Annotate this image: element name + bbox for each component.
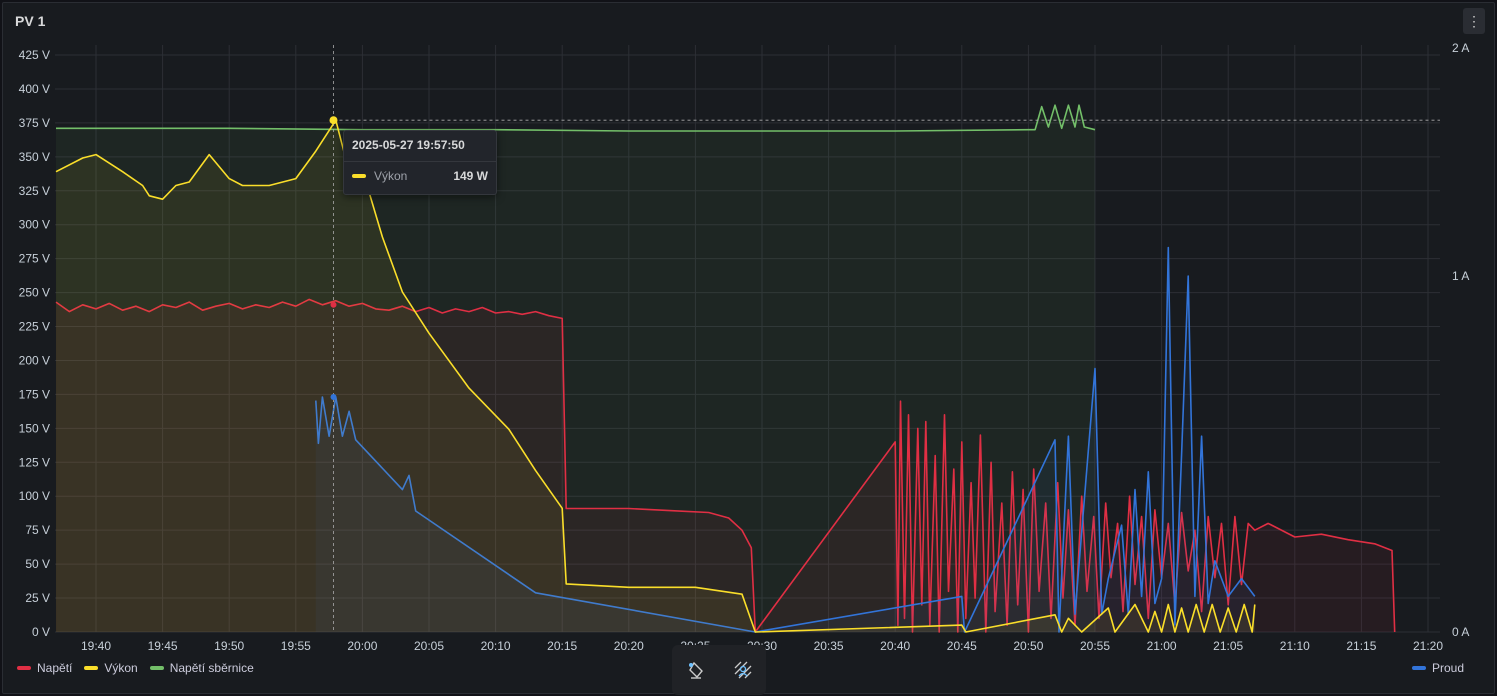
x-tick-label: 20:15 — [547, 639, 577, 653]
y-left-tick-label: 250 V — [19, 286, 50, 300]
y-left-tick-label: 425 V — [19, 48, 50, 62]
y-left-tick-label: 200 V — [19, 353, 50, 367]
x-tick-label: 20:05 — [414, 639, 444, 653]
y-left-tick-label: 50 V — [25, 557, 50, 571]
series-line-proud — [315, 246, 1256, 633]
y-right-tick-label: 2 A — [1452, 41, 1469, 55]
y-left-tick-label: 0 V — [32, 625, 50, 639]
y-left-tick-label: 150 V — [19, 421, 50, 435]
y-left-tick-label: 25 V — [25, 591, 50, 605]
y-left-tick-label: 350 V — [19, 150, 50, 164]
y-left-tick-label: 325 V — [19, 184, 50, 198]
x-tick-label: 19:40 — [81, 639, 111, 653]
x-tick-label: 20:45 — [947, 639, 977, 653]
x-tick-label: 21:00 — [1147, 639, 1177, 653]
x-tick-label: 21:15 — [1346, 639, 1376, 653]
x-tick-label: 20:20 — [614, 639, 644, 653]
y-left-tick-label: 225 V — [19, 320, 50, 334]
legend-swatch-napeti-sbernice — [149, 666, 164, 670]
hover-point-proud — [330, 394, 337, 401]
tooltip-series: Výkon — [374, 169, 408, 183]
legend-item-proud[interactable]: Proud — [1432, 661, 1465, 675]
y-left-tick-label: 75 V — [25, 523, 50, 537]
y-left-tick-label: 100 V — [19, 489, 50, 503]
y-right-tick-label: 0 A — [1452, 625, 1469, 639]
legend-right: Proud — [1412, 661, 1464, 675]
tooltip-time: 2025-05-27 19:57:50 — [352, 138, 465, 152]
select-zoom-icon[interactable] — [681, 655, 711, 685]
x-tick-label: 21:20 — [1413, 639, 1443, 653]
x-tick-label: 21:05 — [1213, 639, 1243, 653]
x-tick-label: 20:35 — [814, 639, 844, 653]
x-tick-label: 20:40 — [880, 639, 910, 653]
x-tick-label: 21:10 — [1280, 639, 1310, 653]
series-line-vykon — [55, 119, 1256, 633]
series-area-proud — [315, 247, 1255, 632]
tooltip-row: Výkon 149 W — [352, 169, 488, 183]
x-tick-label: 20:10 — [481, 639, 511, 653]
hover-point-napeti — [330, 301, 337, 308]
y-left-tick-label: 300 V — [19, 218, 50, 232]
legend-swatch-vykon — [84, 666, 99, 670]
x-tick-label: 20:55 — [1080, 639, 1110, 653]
x-tick-label: 19:45 — [148, 639, 178, 653]
legend-swatch-proud — [1412, 666, 1426, 670]
chart-toolbar — [672, 645, 766, 695]
legend-item-napeti[interactable]: Napětí — [37, 661, 73, 675]
series-line-napeti — [55, 298, 1396, 633]
legend-item-napeti-sbernice[interactable]: Napětí sběrnice — [169, 661, 254, 675]
vertical-ellipsis-icon[interactable]: ⋮ — [1463, 8, 1485, 34]
x-tick-label: 20:00 — [347, 639, 377, 653]
panel-title: PV 1 — [15, 13, 46, 29]
x-tick-label: 20:50 — [1013, 639, 1043, 653]
legend-left: Napětí Výkon Napětí sběrnice — [17, 661, 254, 675]
tooltip-divider — [344, 161, 496, 162]
y-right-tick-label: 1 A — [1452, 269, 1469, 283]
y-left-tick-label: 125 V — [19, 455, 50, 469]
series-area-napeti-sbernice — [56, 105, 1095, 632]
series-area-vykon — [56, 120, 1255, 632]
y-left-tick-label: 375 V — [19, 116, 50, 130]
y-left-tick-label: 175 V — [19, 387, 50, 401]
y-left-tick-label: 275 V — [19, 252, 50, 266]
series-line-napeti-sbernice — [56, 104, 1096, 132]
x-tick-label: 19:50 — [214, 639, 244, 653]
hover-point-vykon — [329, 116, 338, 125]
tooltip-swatch — [352, 174, 366, 178]
legend-item-vykon[interactable]: Výkon — [104, 661, 138, 675]
x-tick-label: 19:55 — [281, 639, 311, 653]
tooltip-value: 149 W — [453, 169, 488, 183]
legend-swatch-napeti — [17, 666, 31, 670]
y-left-tick-label: 400 V — [19, 82, 50, 96]
tooltip: 2025-05-27 19:57:50 Výkon 149 W — [343, 130, 497, 195]
pan-icon[interactable] — [728, 655, 758, 685]
